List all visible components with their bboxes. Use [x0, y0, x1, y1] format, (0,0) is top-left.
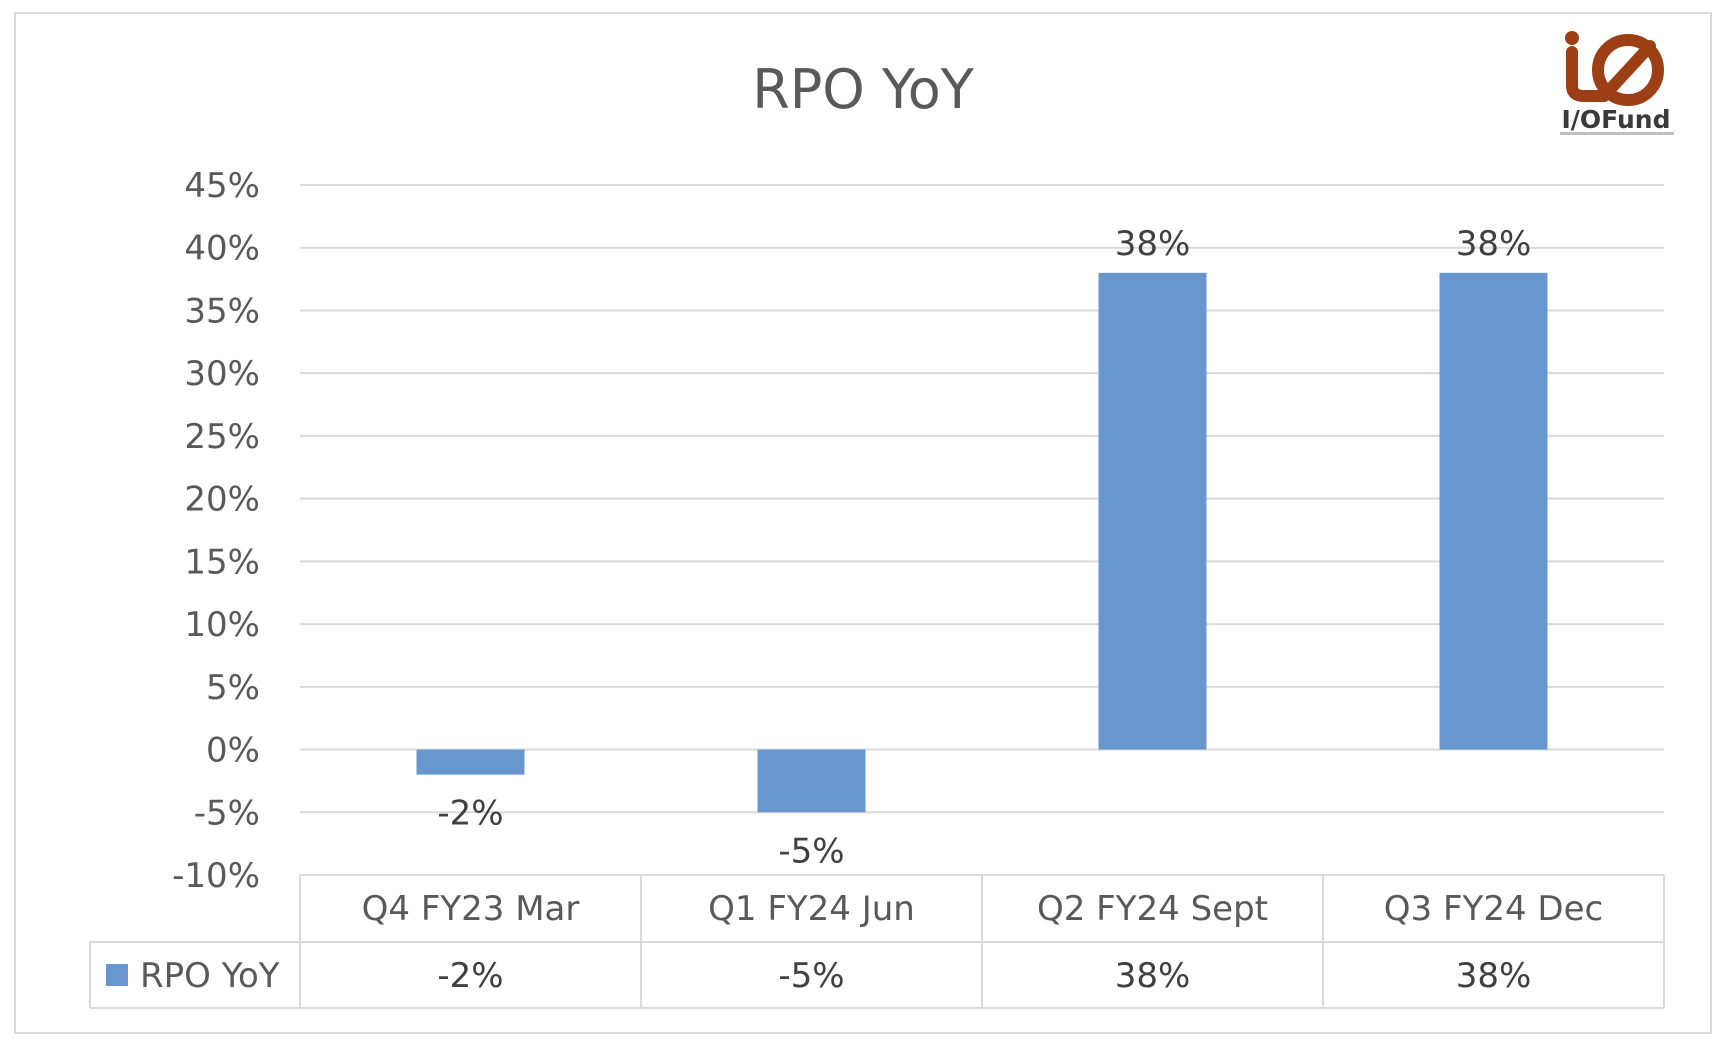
y-tick-label: 40% [184, 229, 260, 269]
logo-o-ring [1592, 34, 1664, 106]
data-label: 38% [1456, 224, 1532, 264]
logo-text: I/OFund [1561, 105, 1670, 134]
logo-underline [1560, 132, 1674, 135]
data-labels: -2% -5% 38% 38% [437, 224, 1531, 871]
logo-slash [1598, 40, 1656, 102]
category-label: Q4 FY23 Mar [362, 889, 580, 929]
data-label: -2% [437, 794, 503, 834]
y-tick-label: 15% [184, 542, 260, 582]
y-tick-label: -5% [194, 793, 260, 833]
chart-frame [14, 12, 1712, 1034]
legend-swatch [106, 964, 128, 986]
bar [1439, 272, 1548, 750]
y-tick-label: 5% [206, 668, 260, 708]
y-tick-label: 45% [184, 166, 260, 206]
category-labels: Q4 FY23 Mar Q1 FY24 Jun Q2 FY24 Sept Q3 FY2… [362, 889, 1604, 929]
y-tick-label: 20% [184, 480, 260, 520]
data-label: 38% [1115, 224, 1191, 264]
y-tick-label: 25% [184, 417, 260, 457]
bar [757, 749, 866, 813]
chart-title: RPO YoY [752, 58, 975, 121]
category-label: Q2 FY24 Sept [1037, 889, 1268, 929]
y-tick-label: -10% [172, 856, 260, 896]
table-cell: 38% [1115, 956, 1191, 996]
data-table: Q4 FY23 Mar Q1 FY24 Jun Q2 FY24 Sept Q3 FY2… [89, 874, 1665, 1009]
gridlines [300, 184, 1664, 814]
logo-i-stroke [1566, 46, 1610, 102]
y-tick-label: 10% [184, 605, 260, 645]
io-logo-icon: I/OFund [1560, 31, 1674, 135]
y-tick-label: 35% [184, 291, 260, 331]
bar [1098, 272, 1207, 750]
bars [416, 272, 1548, 813]
y-axis-ticks: 45% 40% 35% 30% 25% 20% 15% 10% 5% 0% -5% -10% [172, 166, 260, 896]
data-table-cells: -2% -5% 38% 38% [437, 956, 1531, 996]
category-label: Q3 FY24 Dec [1384, 889, 1603, 929]
data-table-lines [89, 874, 1665, 1009]
y-tick-label: 30% [184, 354, 260, 394]
bar [416, 749, 525, 775]
table-cell: -2% [437, 956, 503, 996]
table-cell: -5% [778, 956, 844, 996]
category-label: Q1 FY24 Jun [708, 889, 915, 929]
table-cell: 38% [1456, 956, 1532, 996]
logo-dot [1565, 31, 1579, 45]
legend-series-name: RPO YoY [140, 956, 280, 996]
y-tick-label: 0% [206, 731, 260, 771]
data-label: -5% [778, 831, 844, 871]
